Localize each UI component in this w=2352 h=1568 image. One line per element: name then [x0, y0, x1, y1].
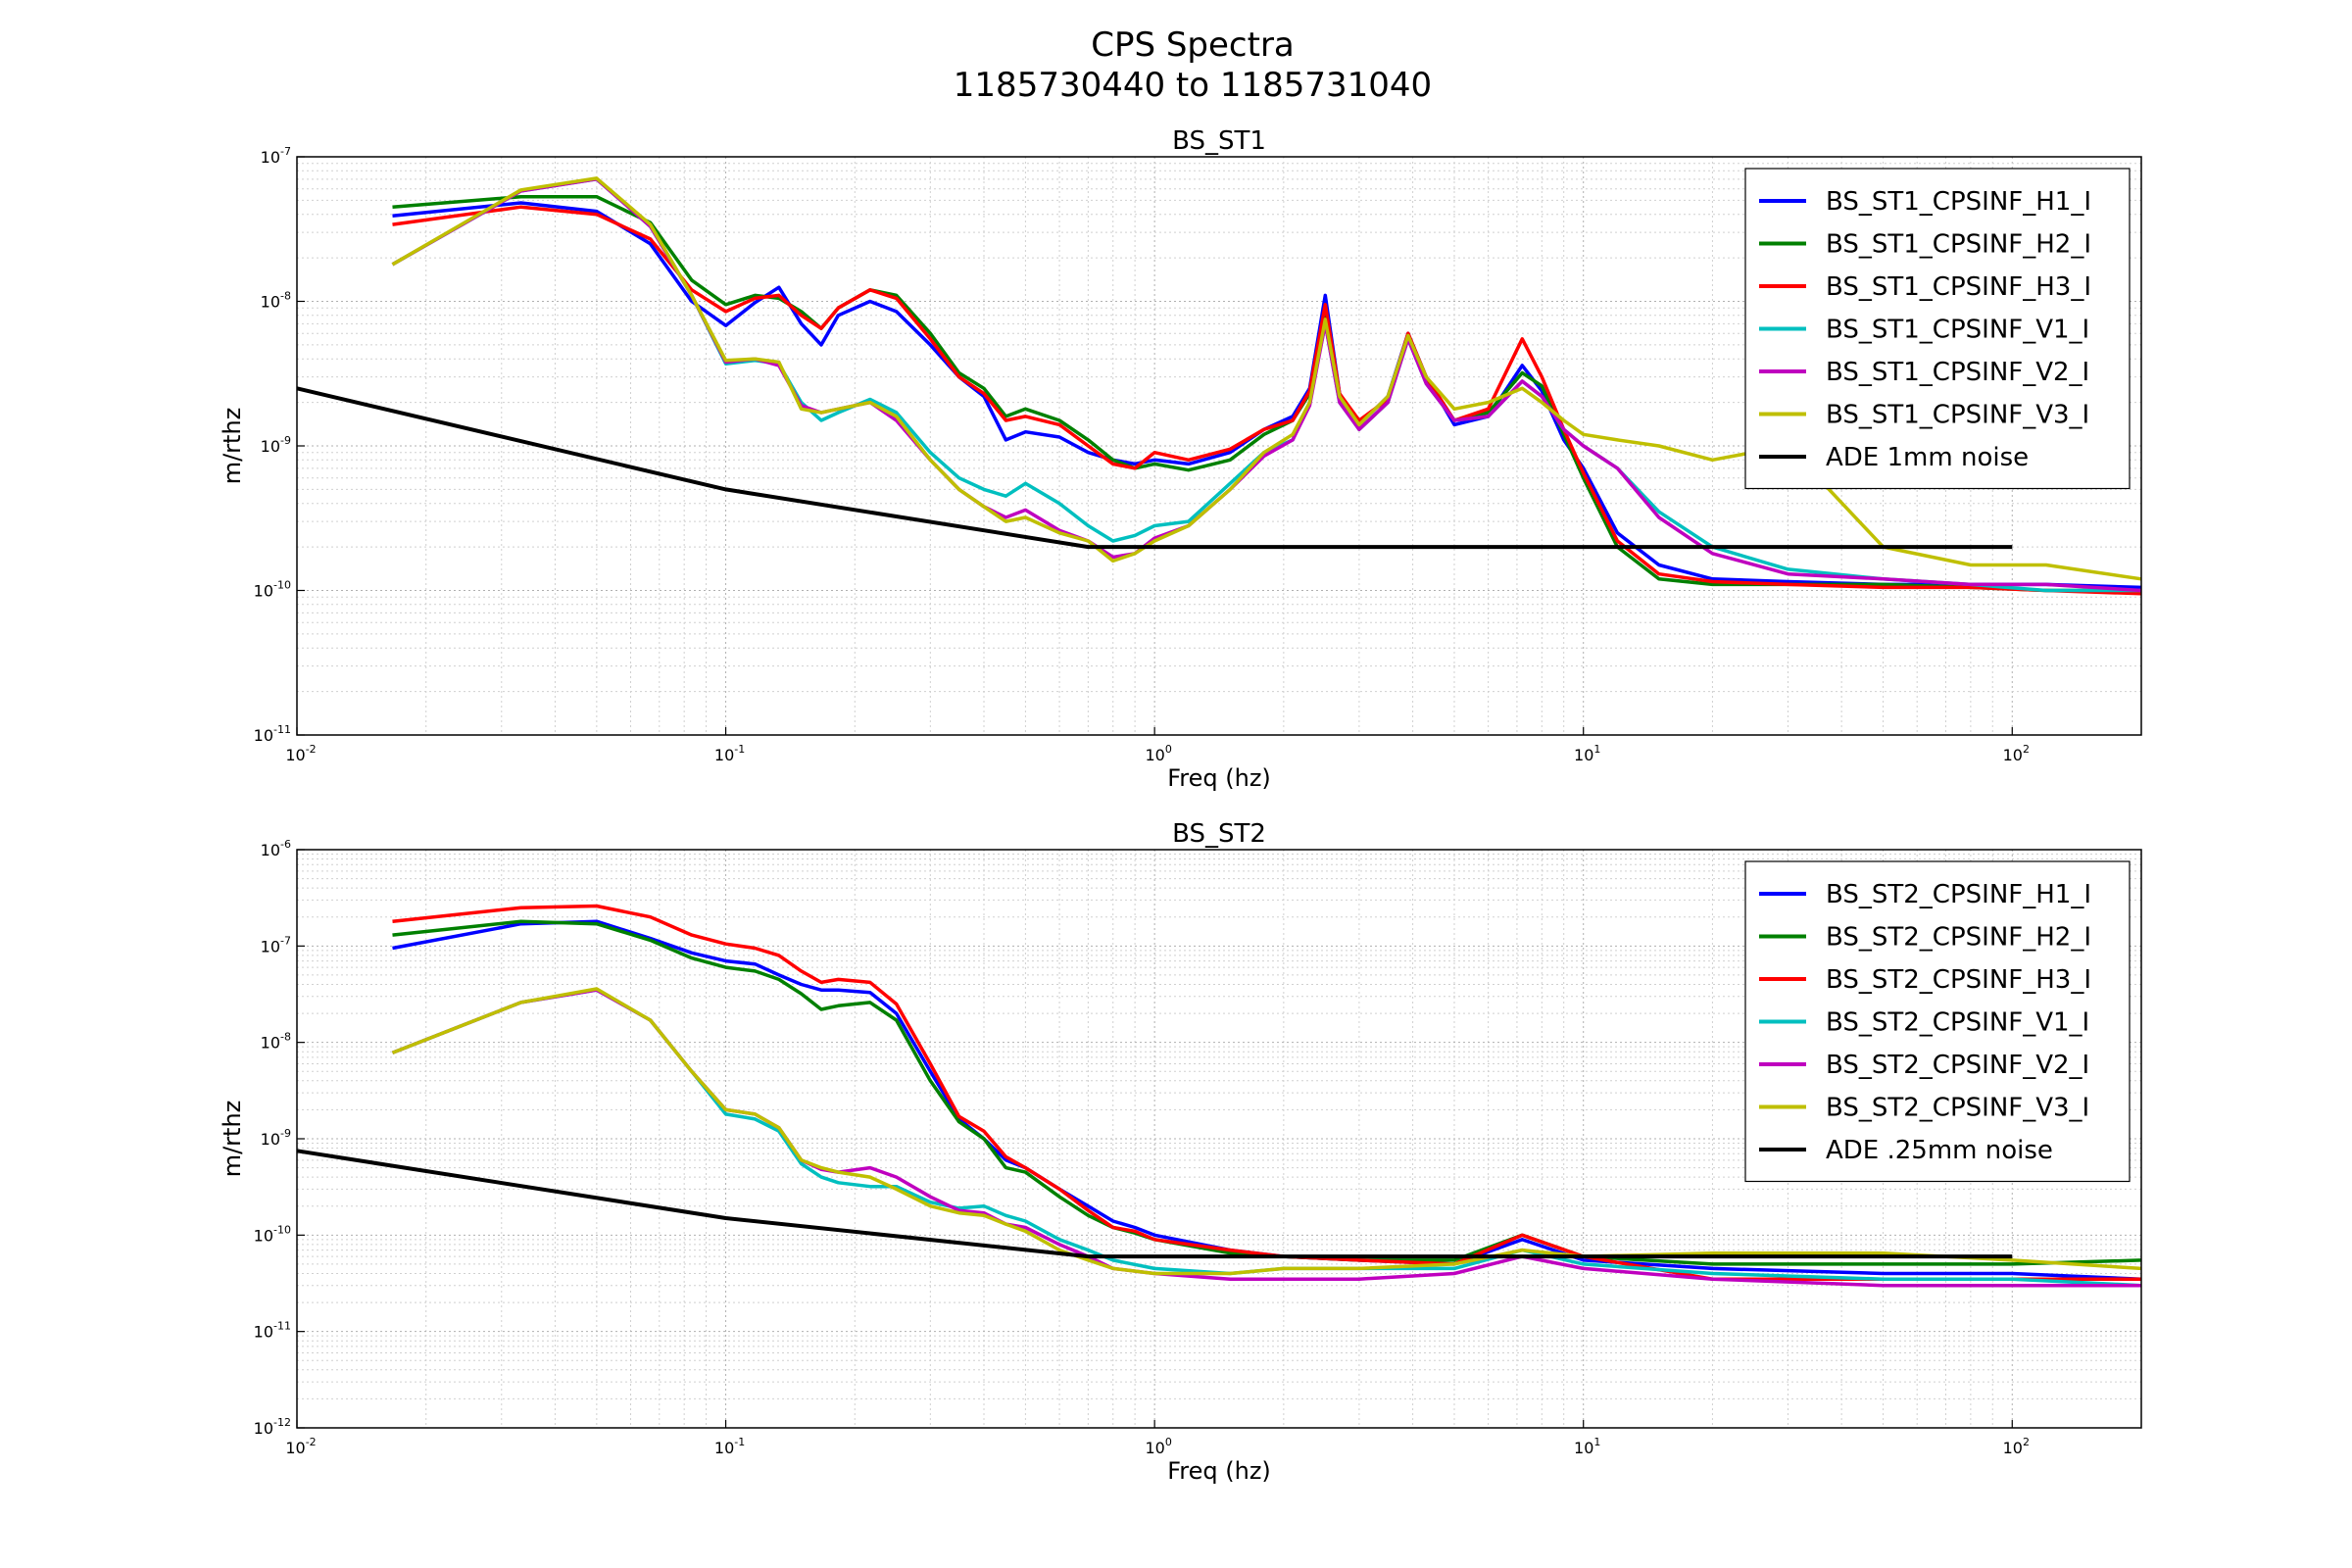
legend-label: BS_ST2_CPSINF_V2_I — [1826, 1051, 2089, 1080]
legend-label: BS_ST2_CPSINF_H1_I — [1826, 880, 2091, 909]
legend-label: ADE .25mm noise — [1826, 1136, 2053, 1165]
legend: BS_ST1_CPSINF_H1_I BS_ST1_CPSINF_H2_I BS_S… — [1744, 168, 2131, 490]
legend-label: BS_ST1_CPSINF_V1_I — [1826, 316, 2089, 345]
series-line — [392, 205, 2142, 596]
y-axis-label: m/rthz — [219, 1101, 246, 1178]
legend-label: BS_ST2_CPSINF_H3_I — [1826, 965, 2091, 995]
tick-label: 102 — [2003, 1436, 2030, 1457]
x-axis-label: Freq (hz) — [1167, 1457, 1271, 1485]
tick-label: 10-11 — [254, 1320, 291, 1342]
tick-label: 101 — [1574, 1436, 1600, 1457]
tick-label: 10-9 — [261, 1127, 291, 1149]
tick-label: 10-1 — [714, 1436, 745, 1457]
legend-label: BS_ST1_CPSINF_H3_I — [1826, 272, 2091, 302]
y-axis-label: m/rthz — [219, 408, 246, 485]
tick-label: 100 — [1145, 1436, 1171, 1457]
series-lines — [296, 904, 2142, 1288]
legend-label: BS_ST2_CPSINF_V1_I — [1826, 1008, 2089, 1038]
tick-label: 10-7 — [261, 145, 291, 167]
x-axis-label: Freq (hz) — [1167, 764, 1271, 792]
tick-label: 10-2 — [285, 743, 316, 764]
axes-title: BS_ST2 — [1172, 819, 1266, 849]
tick-label: 10-9 — [261, 434, 291, 456]
series-lines — [296, 176, 2142, 596]
legend: BS_ST2_CPSINF_H1_I BS_ST2_CPSINF_H2_I BS_S… — [1744, 860, 2131, 1183]
tick-label: 101 — [1574, 743, 1600, 764]
tick-label: 10-10 — [254, 579, 291, 601]
tick-label: 100 — [1145, 743, 1171, 764]
tick-label: 10-1 — [714, 743, 745, 764]
series-line — [392, 904, 2141, 1281]
figure-title: CPS Spectra — [1091, 25, 1295, 65]
legend-label: BS_ST2_CPSINF_H2_I — [1826, 923, 2091, 953]
legend-label: BS_ST1_CPSINF_H2_I — [1826, 230, 2091, 260]
tick-label: 10-8 — [261, 1031, 291, 1053]
legend-box — [1744, 168, 2131, 490]
plot-bs-st2: 10-2 10-1 100 101 102 10-12 10-11 10-10 10-9 10-8… — [219, 819, 2142, 1485]
series-line — [296, 1149, 2013, 1259]
axes-title: BS_ST1 — [1172, 126, 1266, 156]
legend-label: BS_ST1_CPSINF_V3_I — [1826, 401, 2089, 430]
legend-label: ADE 1mm noise — [1826, 443, 2029, 472]
legend-label: BS_ST1_CPSINF_H1_I — [1826, 187, 2091, 217]
plot-bs-st1: 10-2 10-1 100 101 10210-1110-1010-910-810-7 … — [219, 126, 2142, 792]
ticks: 10-2 10-1 100 101 102 10-12 10-11 10-10 10-9 10-8… — [254, 838, 2030, 1457]
series-line — [392, 201, 2142, 590]
series-line — [391, 987, 2142, 1276]
series-line — [392, 919, 2142, 1281]
tick-label: 10-7 — [261, 934, 291, 956]
tick-label: 10-12 — [254, 1416, 291, 1438]
tick-label: 102 — [2003, 743, 2030, 764]
legend-box — [1744, 860, 2131, 1183]
figure-subtitle: 1185730440 to 1185731040 — [954, 66, 1432, 105]
legend-label: BS_ST2_CPSINF_V3_I — [1826, 1094, 2089, 1123]
tick-label: 10-10 — [254, 1223, 291, 1245]
series-line — [296, 386, 2013, 550]
ticks: 10-2 10-1 100 101 102 10-11 10-10 10-9 10-8 10-7 — [254, 145, 2030, 764]
tick-label: 10-11 — [254, 723, 291, 745]
tick-label: 10-6 — [261, 838, 291, 859]
legend-label: BS_ST1_CPSINF_V2_I — [1826, 358, 2089, 387]
series-line — [391, 176, 2142, 581]
tick-label: 10-2 — [285, 1436, 316, 1457]
tick-label: 10-8 — [261, 290, 291, 312]
series-line — [392, 194, 2141, 593]
